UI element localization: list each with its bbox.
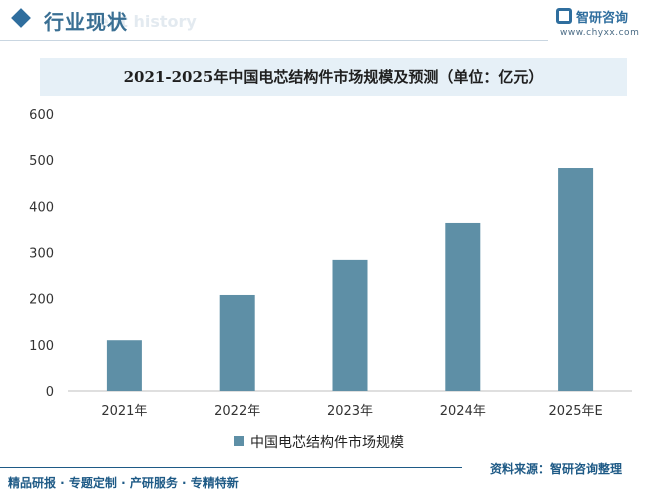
logo-icon bbox=[556, 8, 572, 24]
footer-tagline: 精品研报 · 专题定制 · 产研服务 · 专精特新 bbox=[8, 476, 239, 490]
bar-chart: 0 100 200 300 400 500 600 2021年 2022年 2023年 2024年 2… bbox=[29, 108, 632, 419]
section-title: 行业现状 bbox=[44, 10, 128, 34]
x-tick-label: 2023年 bbox=[327, 404, 373, 419]
y-tick-label: 400 bbox=[29, 200, 54, 215]
bar bbox=[332, 259, 368, 391]
legend-swatch bbox=[234, 436, 244, 446]
logo-url: www.chyxx.com bbox=[560, 28, 640, 38]
x-tick-label: 2021年 bbox=[101, 404, 147, 419]
y-tick-label: 500 bbox=[29, 154, 54, 169]
header: ent history 行业现状 智研咨询 www.chyxx.com bbox=[0, 0, 657, 44]
chart-title-band: 2021-2025年中国电芯结构件市场规模及预测（单位：亿元） bbox=[40, 58, 627, 96]
bar bbox=[106, 340, 142, 391]
logo: 智研咨询 www.chyxx.com bbox=[556, 6, 656, 42]
y-tick-label: 0 bbox=[46, 385, 54, 400]
y-tick-label: 200 bbox=[29, 293, 54, 308]
bar bbox=[558, 168, 594, 391]
x-tick-label: 2025年E bbox=[548, 404, 602, 419]
diamond-icon bbox=[11, 8, 31, 28]
y-tick-label: 600 bbox=[29, 108, 54, 123]
chart-title: 2021-2025年中国电芯结构件市场规模及预测（单位：亿元） bbox=[123, 68, 544, 86]
section-subtitle-watermark: ent history bbox=[98, 12, 197, 31]
x-tick-label: 2022年 bbox=[214, 404, 260, 419]
footer-divider bbox=[0, 467, 462, 468]
header-divider bbox=[0, 40, 548, 41]
logo-name: 智研咨询 bbox=[576, 11, 629, 26]
bar bbox=[445, 222, 481, 391]
y-tick-label: 100 bbox=[29, 339, 54, 354]
bar bbox=[219, 294, 255, 391]
footer-source: 资料来源：智研咨询整理 bbox=[490, 462, 623, 476]
x-tick-label: 2024年 bbox=[440, 404, 486, 419]
legend-label: 中国电芯结构件市场规模 bbox=[250, 435, 404, 451]
y-tick-label: 300 bbox=[29, 247, 54, 262]
